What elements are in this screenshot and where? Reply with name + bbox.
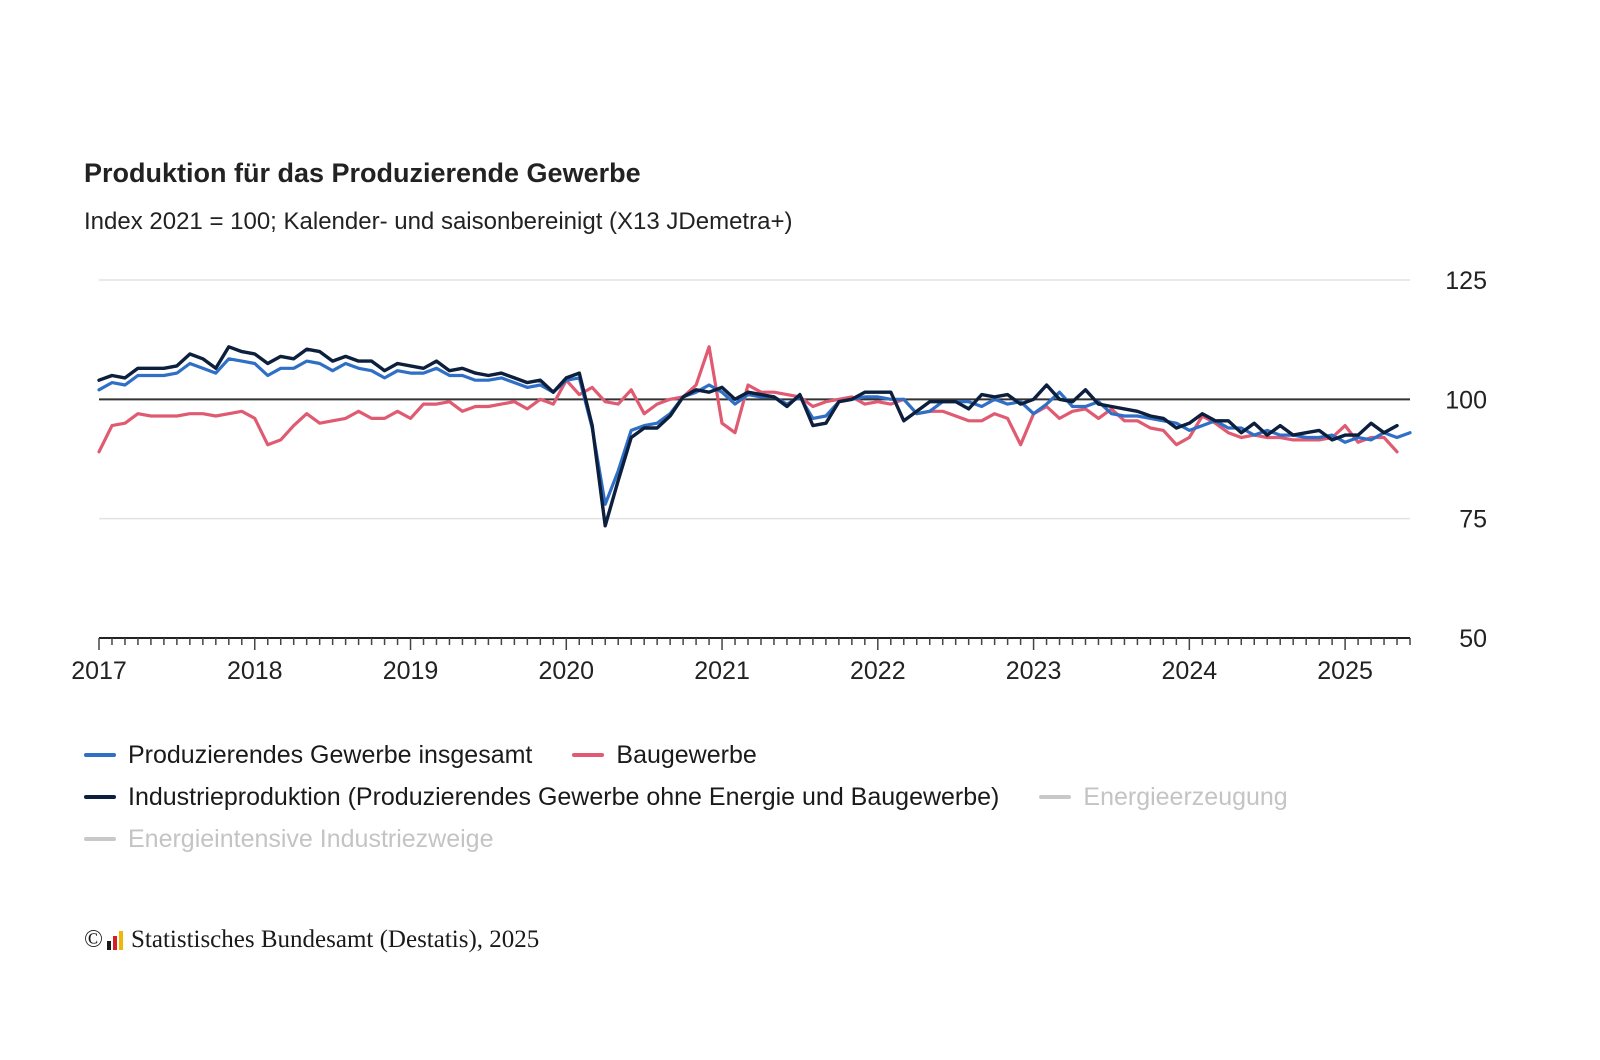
copyright-symbol: © <box>84 926 103 953</box>
legend-item[interactable]: Baugewerbe <box>572 740 757 770</box>
series-line-0 <box>97 357 1412 506</box>
legend-label: Energieerzeugung <box>1083 782 1288 811</box>
legend-item[interactable]: Energieintensive Industriezweige <box>84 825 494 854</box>
legend-item[interactable]: Energieerzeugung <box>1039 782 1288 812</box>
legend-item[interactable]: Produzierendes Gewerbe insgesamt <box>84 741 532 770</box>
chart-subtitle: Index 2021 = 100; Kalender- und saisonbe… <box>84 208 793 235</box>
chart-legend: Produzierendes Gewerbe insgesamt Baugewer… <box>84 734 1464 860</box>
x-tick-label: 2021 <box>694 657 750 685</box>
legend-row: Energieintensive Industriezweige <box>84 818 1464 860</box>
legend-swatch <box>84 837 116 841</box>
x-tick-label: 2017 <box>71 657 127 685</box>
x-tick-label: 2019 <box>383 657 439 685</box>
y-tick-label: 50 <box>1459 625 1487 653</box>
legend-row: Produzierendes Gewerbe insgesamt Baugewer… <box>84 734 1464 776</box>
chart-title: Produktion für das Produzierende Gewerbe <box>84 158 641 188</box>
legend-label: Industrieproduktion (Produzierendes Gewe… <box>128 782 1000 811</box>
source-footer: © Statistisches Bundesamt (Destatis), 20… <box>84 926 539 954</box>
line-chart: 50 75 100 125 2017 2018 2019 2020 2021 2022 2023 20… <box>71 267 1487 685</box>
x-tick-label: 2020 <box>538 657 594 685</box>
legend-swatch <box>1039 795 1072 799</box>
x-tick-label: 2022 <box>850 657 906 685</box>
legend-row: Industrieproduktion (Produzierendes Gewe… <box>84 776 1464 818</box>
x-tick-label: 2024 <box>1162 657 1218 685</box>
x-tick-label: 2023 <box>1006 657 1062 685</box>
y-tick-label: 75 <box>1459 506 1487 534</box>
legend-label: Produzierendes Gewerbe insgesamt <box>128 740 533 769</box>
legend-swatch <box>84 795 116 799</box>
legend-swatch <box>572 753 605 757</box>
x-tick-label: 2025 <box>1317 657 1373 685</box>
x-tick-label: 2018 <box>227 657 283 685</box>
legend-item[interactable]: Industrieproduktion (Produzierendes Gewe… <box>84 783 999 812</box>
source-text: Statistisches Bundesamt (Destatis), 2025 <box>131 926 540 953</box>
y-tick-label: 125 <box>1445 267 1487 295</box>
legend-label: Baugewerbe <box>616 740 757 769</box>
legend-swatch <box>84 753 116 757</box>
y-tick-label: 100 <box>1445 386 1487 414</box>
series-line-2 <box>97 345 1399 528</box>
destatis-logo-icon <box>107 930 123 950</box>
legend-label: Energieintensive Industriezweige <box>128 824 494 853</box>
series-line-1 <box>97 345 1399 454</box>
